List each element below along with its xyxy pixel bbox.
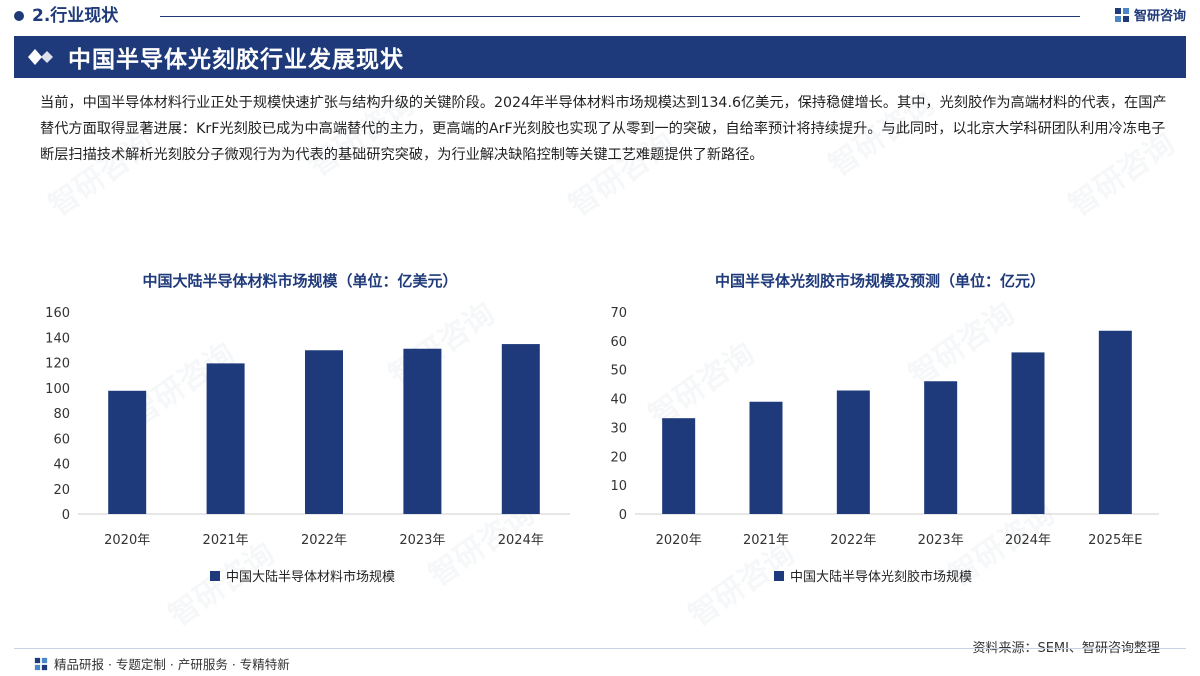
source-note: 资料来源：SEMI、智研咨询整理 [972,641,1160,656]
chart2-plot: 0 10 20 30 40 50 60 70 2020年 2021年 2022年 2023年 2024年… [610,306,1159,548]
chart1-plot: 0 20 40 60 80 100 120 140 160 2020年 2021年 2022年 2023… [45,306,570,548]
y-tick-label: 70 [610,306,627,321]
y-tick-label: 40 [610,393,627,408]
chart2-title: 中国半导体光刻胶市场规模及预测（单位：亿元） [714,272,1045,290]
chart1-legend: 中国大陆半导体材料市场规模 [210,566,395,585]
chart2-legend-label: 中国大陆半导体光刻胶市场规模 [790,570,973,585]
brand-name: 智研咨询 [1133,9,1186,24]
footer-services: 精品研报 · 专题定制 · 产研服务 · 专精特新 [34,654,290,673]
y-tick-label: 60 [610,335,627,350]
bar [305,350,343,514]
x-tick-label: 2022年 [301,533,347,548]
bar [206,363,245,514]
y-tick-label: 10 [610,479,627,494]
bar [836,390,870,514]
page-title: 中国半导体光刻胶行业发展现状 [68,47,404,73]
chart2-legend-swatch [774,570,784,581]
bar [403,348,442,514]
x-tick-label: 2020年 [104,533,150,548]
y-tick-label: 40 [53,458,70,473]
y-tick-label: 0 [62,508,70,523]
bar [501,344,540,514]
footer-services-text: 精品研报 · 专题定制 · 产研服务 · 专精特新 [54,657,290,672]
bar [1098,330,1132,514]
y-tick-label: 100 [45,382,70,397]
x-tick-label: 2022年 [830,533,876,548]
y-tick-label: 0 [619,508,627,523]
bar [662,418,696,514]
footer-logo-icon [34,657,48,670]
y-tick-label: 50 [610,364,627,379]
y-tick-label: 20 [53,483,70,498]
x-tick-label: 2021年 [203,533,249,548]
header-divider [160,16,1080,17]
x-tick-label: 2021年 [743,533,789,548]
x-tick-label: 2024年 [498,533,544,548]
x-tick-label: 2023年 [399,533,445,548]
y-tick-label: 120 [45,357,70,372]
chart1-legend-label: 中国大陆半导体材料市场规模 [226,570,396,585]
chart1-title: 中国大陆半导体材料市场规模（单位：亿美元） [142,272,458,290]
x-tick-label: 2025年E [1088,533,1142,548]
section-bullet-icon [14,11,24,21]
y-tick-label: 20 [610,450,627,465]
x-tick-label: 2024年 [1005,533,1051,548]
title-banner: 中国半导体光刻胶行业发展现状 [14,36,1186,78]
brand: 智研咨询 [1114,5,1186,24]
bar [924,381,958,514]
chart1-legend-swatch [210,570,220,581]
chart2-legend: 中国大陆半导体光刻胶市场规模 [774,566,972,585]
footer-divider [14,648,1186,649]
x-tick-label: 2020年 [656,533,702,548]
section-title: 2.行业现状 [32,6,119,26]
bar [1011,352,1045,514]
x-tick-label: 2023年 [918,533,964,548]
double-diamond-icon [28,49,53,65]
y-tick-label: 160 [45,306,70,321]
y-tick-label: 60 [53,432,70,447]
y-tick-label: 140 [45,331,70,346]
intro-paragraph: 当前，中国半导体材料行业正处于规模快速扩张与结构升级的关键阶段。2024年半导体… [40,95,1167,163]
bar [749,401,783,514]
y-tick-label: 80 [53,407,70,422]
bar [108,390,147,514]
brand-logo-icon [1114,7,1129,22]
y-tick-label: 30 [610,421,627,436]
